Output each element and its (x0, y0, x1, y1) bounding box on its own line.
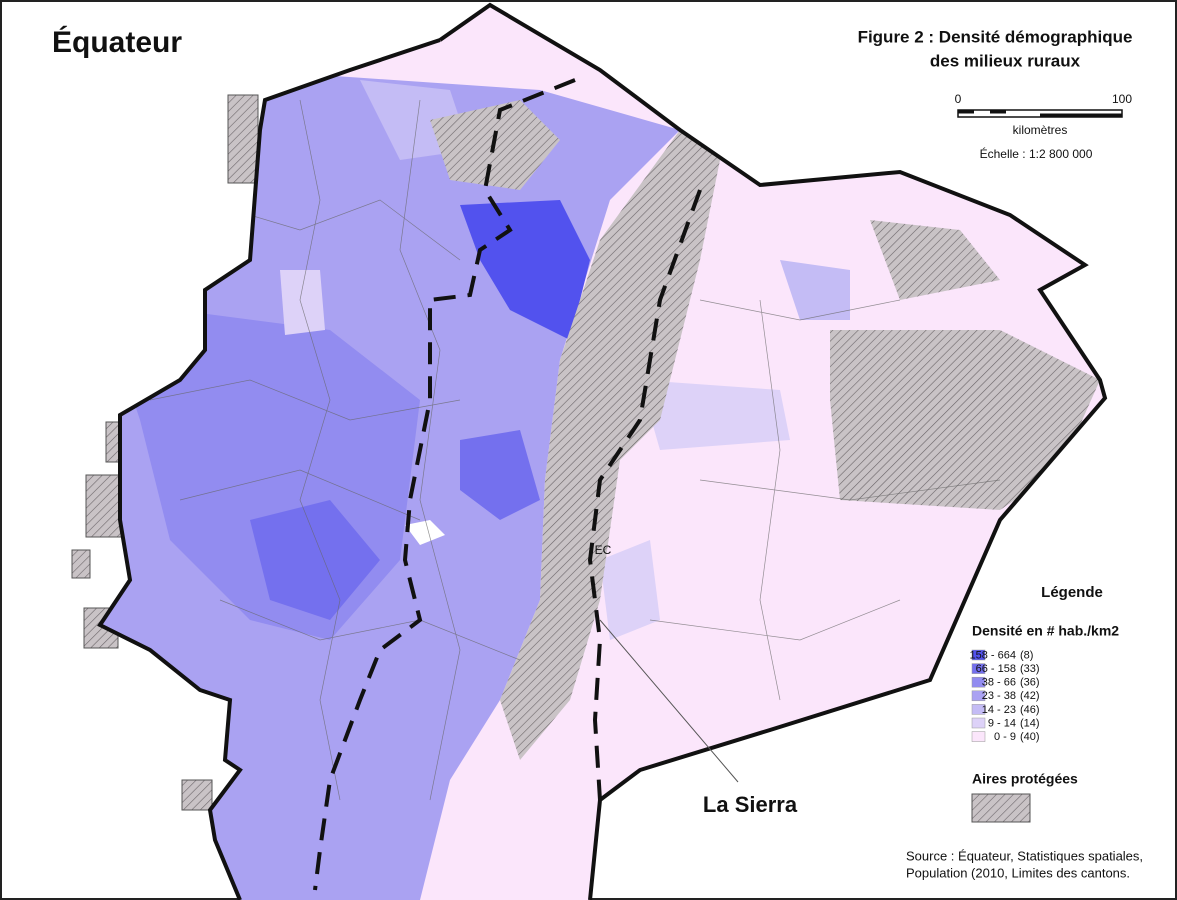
scale-label: 0 (955, 92, 962, 106)
legend-swatch (971, 731, 986, 742)
protected-swatch (971, 793, 1031, 823)
legend-count: (36) (1020, 677, 1040, 689)
legend-count: (46) (1020, 704, 1040, 716)
scale-ratio: Échelle : 1:2 800 000 (980, 146, 1093, 161)
scale-bar: 0 100 kilomètres Échelle : 1:2 800 000 (955, 92, 1133, 161)
leader-line (599, 619, 739, 783)
legend-swatch (971, 704, 986, 715)
legend-range: 14 - 23 (982, 704, 1016, 716)
legend-range: 38 - 66 (982, 677, 1016, 689)
legend-subtitle: Densité en # hab./km2 (972, 623, 1119, 639)
figure-title: Figure 2 : Densité démographique (858, 27, 1133, 46)
legend-swatch (971, 717, 986, 729)
legend-range: 158 - 664 (970, 649, 1016, 661)
legend-swatch (971, 663, 986, 674)
legend-subtitle: Aires protégées (972, 771, 1078, 787)
legend-count: (8) (1020, 649, 1033, 661)
legend-range: 9 - 14 (988, 717, 1016, 729)
legend-range: 66 - 158 (976, 663, 1016, 675)
legend-count: (14) (1020, 717, 1040, 729)
legend-range: 0 - 9 (994, 731, 1016, 743)
legend-count: (42) (1020, 690, 1040, 702)
scale-label: 100 (1112, 92, 1132, 106)
legend-title: Légende (1041, 584, 1103, 601)
map-title: Équateur (52, 25, 182, 59)
legend-swatch (971, 690, 986, 702)
legend-swatch (971, 649, 986, 661)
figure-title: des milieux ruraux (930, 51, 1081, 70)
legend-count: (33) (1020, 663, 1040, 675)
source: Population (2010, Limites des cantons. (906, 865, 1130, 880)
sierra-boundary (313, 78, 702, 891)
country-border (97, 2, 1108, 900)
offshore-protected-areas (71, 94, 259, 811)
legend: Légende Densité en # hab./km2 Aires prot… (970, 584, 1119, 823)
region-label: La Sierra (703, 792, 798, 817)
legend-count: (40) (1020, 731, 1040, 743)
source: Source : Équateur, Statistiques spatiale… (906, 848, 1143, 863)
scale-unit: kilomètres (1013, 123, 1068, 137)
legend-range: 23 - 38 (982, 690, 1016, 702)
station-label: EC (595, 543, 612, 557)
legend-swatch (971, 676, 986, 688)
